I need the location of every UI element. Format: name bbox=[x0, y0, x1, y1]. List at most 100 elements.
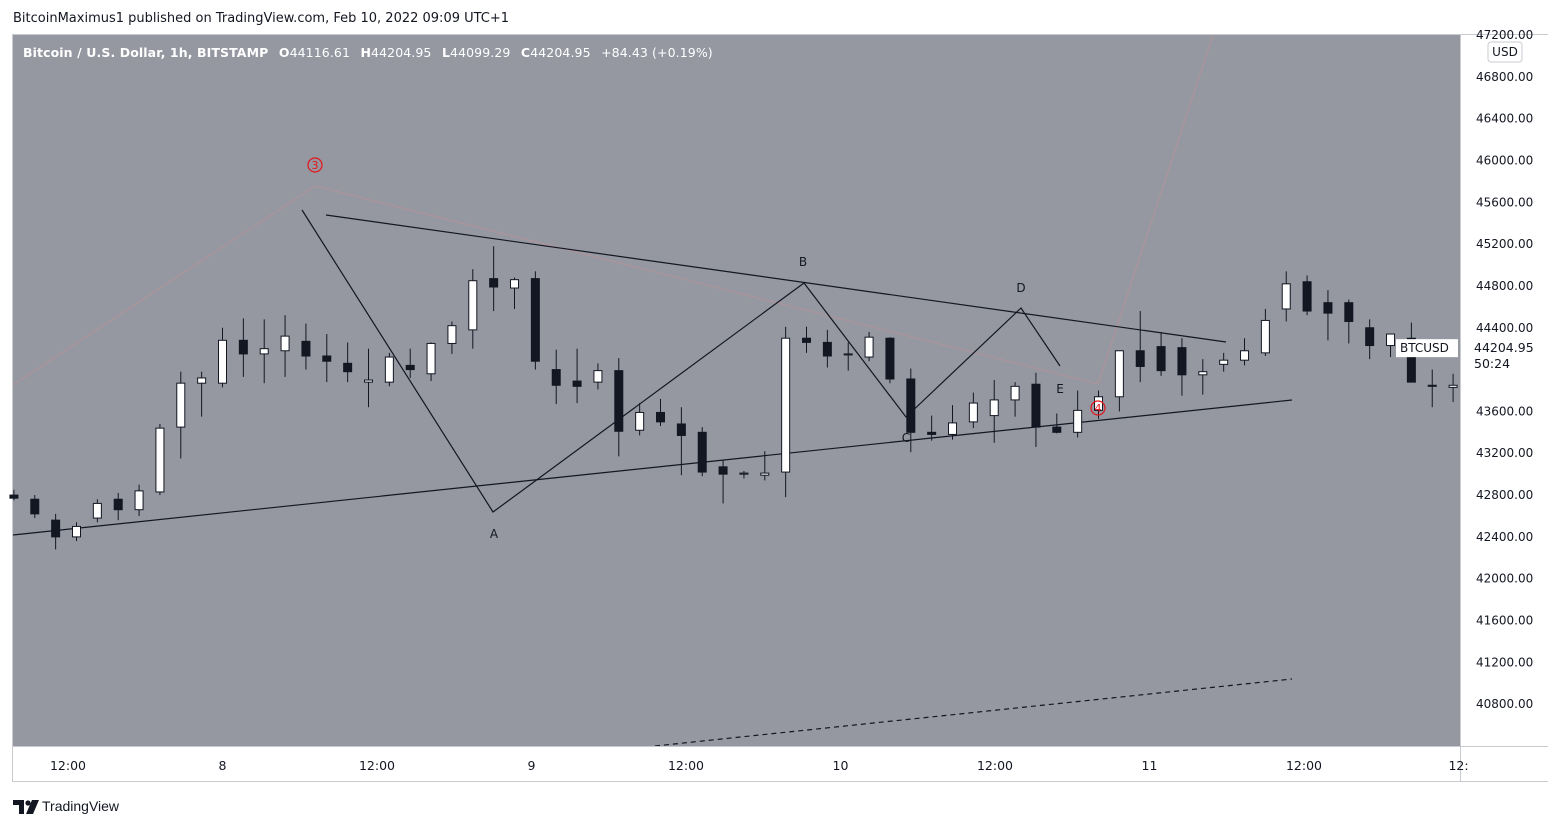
candle bbox=[51, 513, 61, 550]
time-tick-label: 12:00 bbox=[668, 758, 704, 773]
candle bbox=[572, 348, 582, 404]
candle-body bbox=[1386, 333, 1396, 347]
candle-body bbox=[134, 490, 144, 511]
publisher-line: BitcoinMaximus1 published on TradingView… bbox=[13, 11, 510, 26]
candle-body bbox=[822, 341, 832, 357]
candle bbox=[1365, 319, 1375, 360]
candle-body bbox=[447, 325, 457, 344]
tradingview-brand[interactable]: TradingView bbox=[42, 798, 120, 814]
candle-body bbox=[1114, 350, 1124, 398]
candle-body bbox=[906, 378, 916, 433]
close-key: C bbox=[520, 45, 531, 60]
candle bbox=[92, 499, 102, 523]
candles-layer bbox=[9, 246, 1542, 550]
candle bbox=[155, 423, 165, 496]
candle bbox=[697, 427, 707, 477]
candle-body bbox=[1094, 396, 1104, 411]
candle bbox=[1031, 372, 1041, 447]
candle-body bbox=[1448, 384, 1458, 388]
high-value: 44204.95 bbox=[371, 45, 432, 60]
wave-number: 4 bbox=[1095, 402, 1102, 415]
close-value: 44204.95 bbox=[530, 45, 591, 60]
wave-label-b: B bbox=[799, 255, 807, 269]
candle-body bbox=[155, 427, 165, 493]
time-axis-background bbox=[13, 747, 1460, 781]
candle bbox=[197, 371, 207, 417]
currency-label: USD bbox=[1492, 45, 1518, 59]
candle bbox=[530, 271, 540, 370]
open-value: 44116.61 bbox=[289, 45, 351, 60]
change-value: +84.43 (+0.19%) bbox=[601, 45, 713, 60]
candle bbox=[30, 495, 40, 519]
candle bbox=[948, 405, 958, 440]
candle-body bbox=[176, 382, 186, 428]
candle bbox=[468, 269, 478, 349]
last-price-box bbox=[1462, 338, 1546, 375]
candle bbox=[238, 318, 248, 377]
wave-label-a: A bbox=[490, 527, 499, 541]
ticker-tag: BTCUSD bbox=[1400, 341, 1449, 355]
candle bbox=[1219, 352, 1229, 372]
candle bbox=[280, 315, 290, 377]
price-tick-label: 43600.00 bbox=[1476, 404, 1533, 418]
candle-body bbox=[864, 336, 874, 358]
candle bbox=[802, 326, 812, 353]
price-axis-background bbox=[1461, 35, 1548, 781]
candle-body bbox=[530, 278, 540, 362]
candle-body bbox=[572, 380, 582, 387]
wave-3-marker: 3 bbox=[307, 157, 323, 173]
price-axis[interactable]: 47200.00 46800.00 46400.00 46000.00 45600.00… bbox=[1396, 28, 1548, 781]
candle-body bbox=[322, 355, 332, 362]
candle-body bbox=[551, 369, 561, 386]
triangle-upper-trendline bbox=[325, 214, 1227, 343]
candle bbox=[1240, 338, 1250, 366]
candle bbox=[1156, 331, 1166, 376]
candle-body bbox=[51, 519, 61, 538]
candle-body bbox=[71, 525, 81, 538]
candle-body bbox=[1219, 359, 1229, 365]
candle bbox=[405, 348, 415, 378]
candle-body bbox=[489, 278, 499, 288]
candle-body bbox=[676, 423, 686, 436]
price-tick-label: 45200.00 bbox=[1476, 237, 1533, 251]
price-tick-label: 47200.00 bbox=[1476, 28, 1533, 42]
symbol-legend: Bitcoin / U.S. Dollar, 1h, BITSTAMP O441… bbox=[23, 45, 713, 60]
low-value: 44099.29 bbox=[450, 45, 511, 60]
price-tick-label: 46000.00 bbox=[1476, 153, 1533, 167]
candle-body bbox=[1406, 337, 1416, 383]
candle bbox=[322, 334, 332, 383]
candle-body bbox=[468, 280, 478, 331]
price-tick-label: 40800.00 bbox=[1476, 697, 1533, 711]
candle-body bbox=[301, 340, 311, 357]
wave-label-e: E bbox=[1056, 382, 1064, 396]
price-tick-label: 46400.00 bbox=[1476, 112, 1533, 126]
candle bbox=[864, 331, 874, 362]
candle bbox=[1114, 350, 1124, 412]
wave-number: 3 bbox=[312, 159, 319, 172]
candle bbox=[343, 342, 353, 383]
tradingview-logo-icon[interactable] bbox=[13, 799, 39, 814]
candle bbox=[739, 471, 749, 479]
wave-label-c: C bbox=[902, 431, 910, 445]
candle bbox=[1010, 382, 1020, 417]
candle bbox=[384, 352, 394, 387]
candle bbox=[1281, 271, 1291, 322]
candle-body bbox=[218, 339, 227, 384]
wave-label-d: D bbox=[1016, 281, 1025, 295]
ticker-tag-box bbox=[1396, 339, 1458, 358]
time-axis[interactable]: 12:00 8 12:00 9 12:00 10 12:00 11 12:00 12: bbox=[13, 746, 1548, 782]
candle bbox=[1323, 290, 1333, 341]
time-tick-label: 12:00 bbox=[50, 758, 86, 773]
candle-body bbox=[510, 279, 520, 289]
time-tick-label: 12:00 bbox=[1286, 758, 1322, 773]
candle-body bbox=[656, 411, 666, 423]
candle-body bbox=[1281, 283, 1291, 310]
candle-body bbox=[1302, 281, 1312, 312]
price-tick-label: 44400.00 bbox=[1476, 321, 1533, 335]
candle-body bbox=[1260, 319, 1270, 354]
candle bbox=[364, 348, 374, 408]
candle bbox=[760, 451, 770, 481]
candle-body bbox=[989, 399, 999, 417]
candle-body bbox=[426, 342, 436, 375]
